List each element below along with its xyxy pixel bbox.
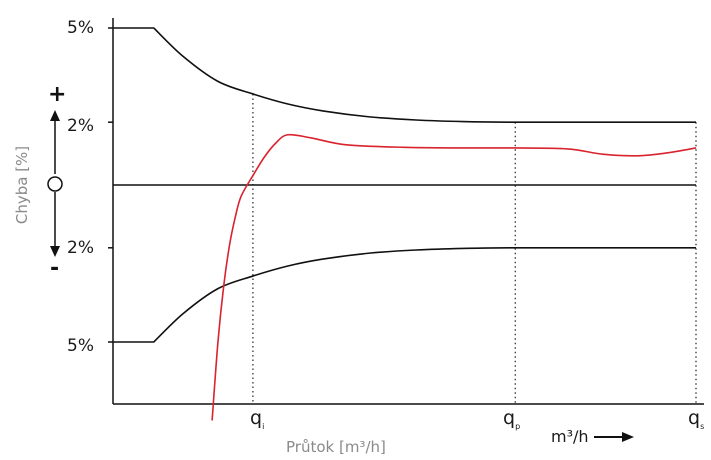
negative-arrow: [50, 192, 60, 257]
y-tick-label-upper-2: 2%: [67, 116, 94, 136]
x-tick-label-qp: qp: [503, 407, 520, 431]
x-tick-main-qp: q: [503, 407, 515, 429]
x-tick-sub-qi: i: [262, 422, 264, 431]
x-tick-main-qs: q: [688, 407, 700, 429]
x-tick-sub-qs: s: [700, 422, 704, 431]
x-axis-label: Průtok [m³/h]: [286, 438, 386, 456]
x-tick-label-qi: qi: [250, 407, 264, 431]
plus-sign: +: [48, 82, 66, 107]
y-tick-label-lower-2: 2%: [67, 238, 94, 258]
x-tick-sub-qp: p: [515, 422, 520, 431]
y-tick-label-lower-5: 5%: [67, 336, 94, 356]
x-unit-label: m³/h: [551, 427, 589, 446]
series-lower-limit: [113, 246, 696, 343]
series-upper-limit: [113, 27, 696, 124]
positive-arrow: [50, 110, 60, 174]
zero-circle-icon: [47, 176, 63, 192]
y-tick-label-upper-5: 5%: [67, 18, 94, 38]
x-direction-arrow-icon: [594, 432, 634, 442]
y-axis-label: Chyba [%]: [13, 146, 31, 224]
x-tick-main-qi: q: [250, 407, 262, 429]
minus-sign: -: [50, 256, 59, 281]
plot-area: [108, 18, 704, 421]
series-meter-error: [211, 133, 697, 421]
x-tick-label-qs: qs: [688, 407, 704, 431]
